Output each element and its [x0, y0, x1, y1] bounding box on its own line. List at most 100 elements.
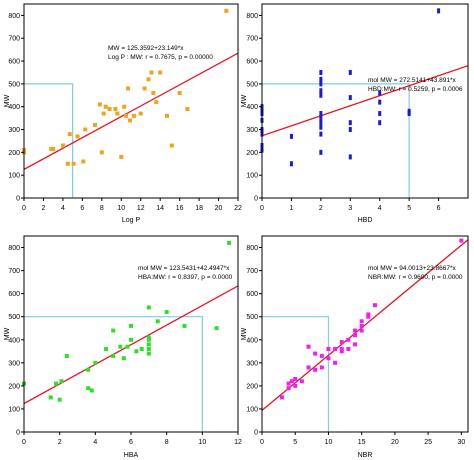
data-point [279, 395, 284, 400]
data-point [103, 104, 108, 109]
y-tick-label: 600 [8, 59, 20, 66]
data-point [293, 376, 298, 381]
x-tick-label: 2 [42, 205, 46, 212]
chart-hba-vs-mw: 0 2 4 6 8 10 12 0 100 200 300 400 500 600 700 800 HBA MW m… [4, 235, 242, 459]
y-tick-label: 800 [246, 245, 258, 252]
data-point [372, 303, 377, 308]
data-point [319, 81, 323, 87]
y-tick-label: 400 [246, 337, 258, 344]
data-point [64, 353, 69, 358]
data-point [313, 367, 318, 372]
data-point [75, 134, 80, 139]
data-point [289, 161, 293, 167]
x-tick-label: 1 [289, 205, 293, 212]
chart-nbr-vs-mw: 0 5 10 15 20 25 300100200300400500600700800NBR… [241, 235, 469, 459]
y-tick-label: 400 [246, 104, 258, 111]
x-tick-label: 4 [378, 205, 382, 212]
regression-line [24, 52, 238, 170]
data-point [319, 88, 323, 94]
data-point [128, 118, 133, 123]
chart-hbd-vs-mw: 0 1 2 3 4 5 6 0 100 200 300 400 500 600 700 800 HBD MW mol… [241, 3, 469, 224]
data-point [146, 346, 151, 351]
y-tick-label: 300 [8, 127, 20, 134]
data-point [326, 346, 331, 351]
x-tick-label: 2 [58, 439, 62, 446]
data-point [319, 353, 324, 358]
data-point [359, 323, 364, 328]
regression-annotation: mol MW = 123.5431+42.4947*x [138, 265, 230, 272]
data-point [113, 106, 118, 111]
y-axis-label: MW [4, 327, 11, 340]
data-point [346, 346, 351, 351]
data-point [139, 346, 144, 351]
data-point [339, 349, 344, 354]
data-point [97, 102, 102, 107]
y-tick-label: 200 [8, 150, 20, 157]
y-tick-label: 800 [8, 245, 20, 252]
data-point [119, 154, 124, 159]
data-point [149, 70, 154, 75]
y-axis-label: MW [241, 327, 248, 340]
y-tick-label: 300 [246, 127, 258, 134]
data-point [319, 76, 323, 82]
plot-frame [261, 3, 469, 199]
regression-annotation: Log P : MW: r = 0.7675, p = 0.00000 [108, 54, 213, 61]
x-tick-label: 14 [156, 205, 164, 212]
data-point [122, 104, 127, 109]
reference-line [24, 83, 74, 198]
data-point [319, 92, 323, 98]
data-point [146, 305, 151, 310]
data-point [81, 159, 86, 164]
y-tick-label: 300 [8, 360, 20, 367]
x-tick-label: 5 [293, 439, 297, 446]
x-tick-label: 20 [391, 439, 399, 446]
data-point [146, 342, 151, 347]
y-tick-label: 200 [8, 383, 20, 390]
y-tick-label: 300 [246, 360, 258, 367]
data-point [326, 356, 331, 361]
regression-annotation: MW = 125.3592+23.149*x [108, 45, 184, 52]
y-axis-label: MW [241, 94, 248, 107]
data-point [185, 106, 190, 111]
data-point [146, 335, 151, 340]
data-point [86, 367, 91, 372]
data-point [407, 108, 411, 114]
x-tick-label: 6 [437, 205, 441, 212]
data-point [48, 395, 53, 400]
x-tick-label: 8 [100, 205, 104, 212]
chart-logp-vs-mw: 0 2 4 6 8 10 12 14 16 18 20 22 0 100 200 300 400 500 600 70… [4, 3, 242, 224]
data-point [346, 337, 351, 342]
data-point [353, 328, 358, 333]
data-point [348, 127, 352, 133]
x-tick-label: 0 [22, 205, 26, 212]
data-point [319, 124, 323, 130]
data-point [57, 397, 62, 402]
data-point [378, 120, 382, 126]
plot-frame [261, 235, 469, 433]
data-point [224, 8, 229, 13]
data-point [348, 120, 352, 126]
x-tick-label: 2 [319, 205, 323, 212]
data-point [151, 91, 156, 96]
data-point [359, 328, 364, 333]
y-tick-label: 100 [246, 173, 258, 180]
data-point [353, 342, 358, 347]
y-tick-label: 500 [8, 81, 20, 88]
data-point [333, 346, 338, 351]
data-point [313, 351, 318, 356]
data-point [118, 344, 123, 349]
regression-annotation: HBD:MW: r = 0.5259, p = 0.0006 [368, 86, 463, 93]
regression-line [262, 65, 468, 137]
data-point [138, 111, 143, 116]
x-axis-label: HBA [124, 452, 139, 459]
data-point [359, 319, 364, 324]
data-point [111, 328, 116, 333]
data-point [306, 344, 311, 349]
x-tick-label: 4 [93, 439, 97, 446]
data-point [142, 86, 147, 91]
y-tick-label: 100 [8, 173, 20, 180]
y-tick-label: 700 [246, 36, 258, 43]
y-tick-label: 400 [8, 337, 20, 344]
x-tick-label: 10 [198, 439, 206, 446]
y-tick-label: 200 [246, 383, 258, 390]
